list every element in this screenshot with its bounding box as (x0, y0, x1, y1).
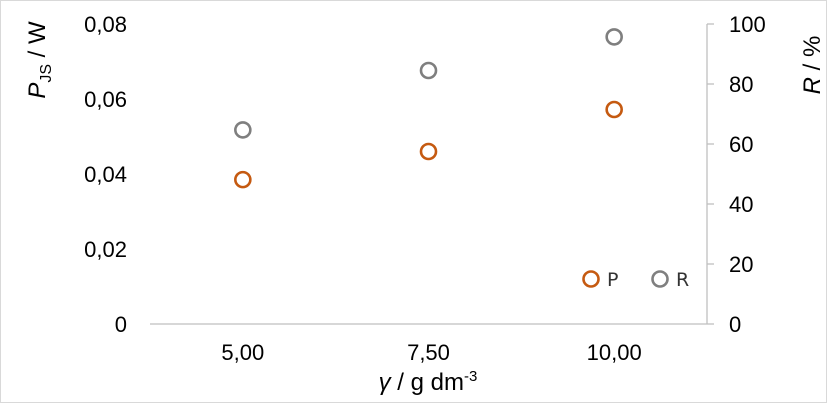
right-y-tick-label: 40 (729, 192, 753, 217)
right-y-tick-labels: 0 20 40 60 80 100 (707, 12, 766, 337)
left-y-tick-label: 0,02 (84, 237, 127, 262)
data-point-r (234, 121, 252, 139)
right-y-tick-label: 80 (729, 72, 753, 97)
data-point-p (419, 142, 438, 161)
legend-label-r: R (676, 269, 689, 291)
right-y-tick-label: 60 (729, 132, 753, 157)
x-tick-label: 10,00 (587, 340, 642, 365)
legend-marker-p (582, 270, 600, 288)
right-y-axis-title: R / % (799, 36, 826, 95)
axes (150, 24, 708, 325)
data-points (234, 28, 623, 189)
x-tick-label: 7,50 (407, 340, 450, 365)
x-axis-title: γ / g dm-3 (379, 368, 478, 396)
legend-marker-r (651, 270, 669, 288)
left-y-tick-label: 0,08 (84, 12, 127, 37)
left-y-axis-title: PJS / W (24, 21, 55, 99)
data-point-r (605, 28, 623, 46)
right-y-tick-label: 20 (729, 252, 753, 277)
right-y-tick-label: 100 (729, 12, 766, 37)
legend-label-p: P (607, 269, 618, 291)
left-y-tick-label: 0 (115, 312, 127, 337)
data-point-r (419, 61, 438, 80)
left-y-tick-label: 0,06 (84, 87, 127, 112)
data-point-p (234, 170, 252, 189)
left-y-tick-label: 0,04 (84, 162, 127, 187)
x-tick-label: 5,00 (221, 340, 264, 365)
left-y-tick-labels: 0 0,02 0,04 0,06 0,08 (84, 12, 127, 337)
data-point-p (605, 100, 623, 119)
right-y-tick-label: 0 (729, 312, 741, 337)
x-tick-labels: 5,00 7,50 10,00 (221, 340, 641, 365)
